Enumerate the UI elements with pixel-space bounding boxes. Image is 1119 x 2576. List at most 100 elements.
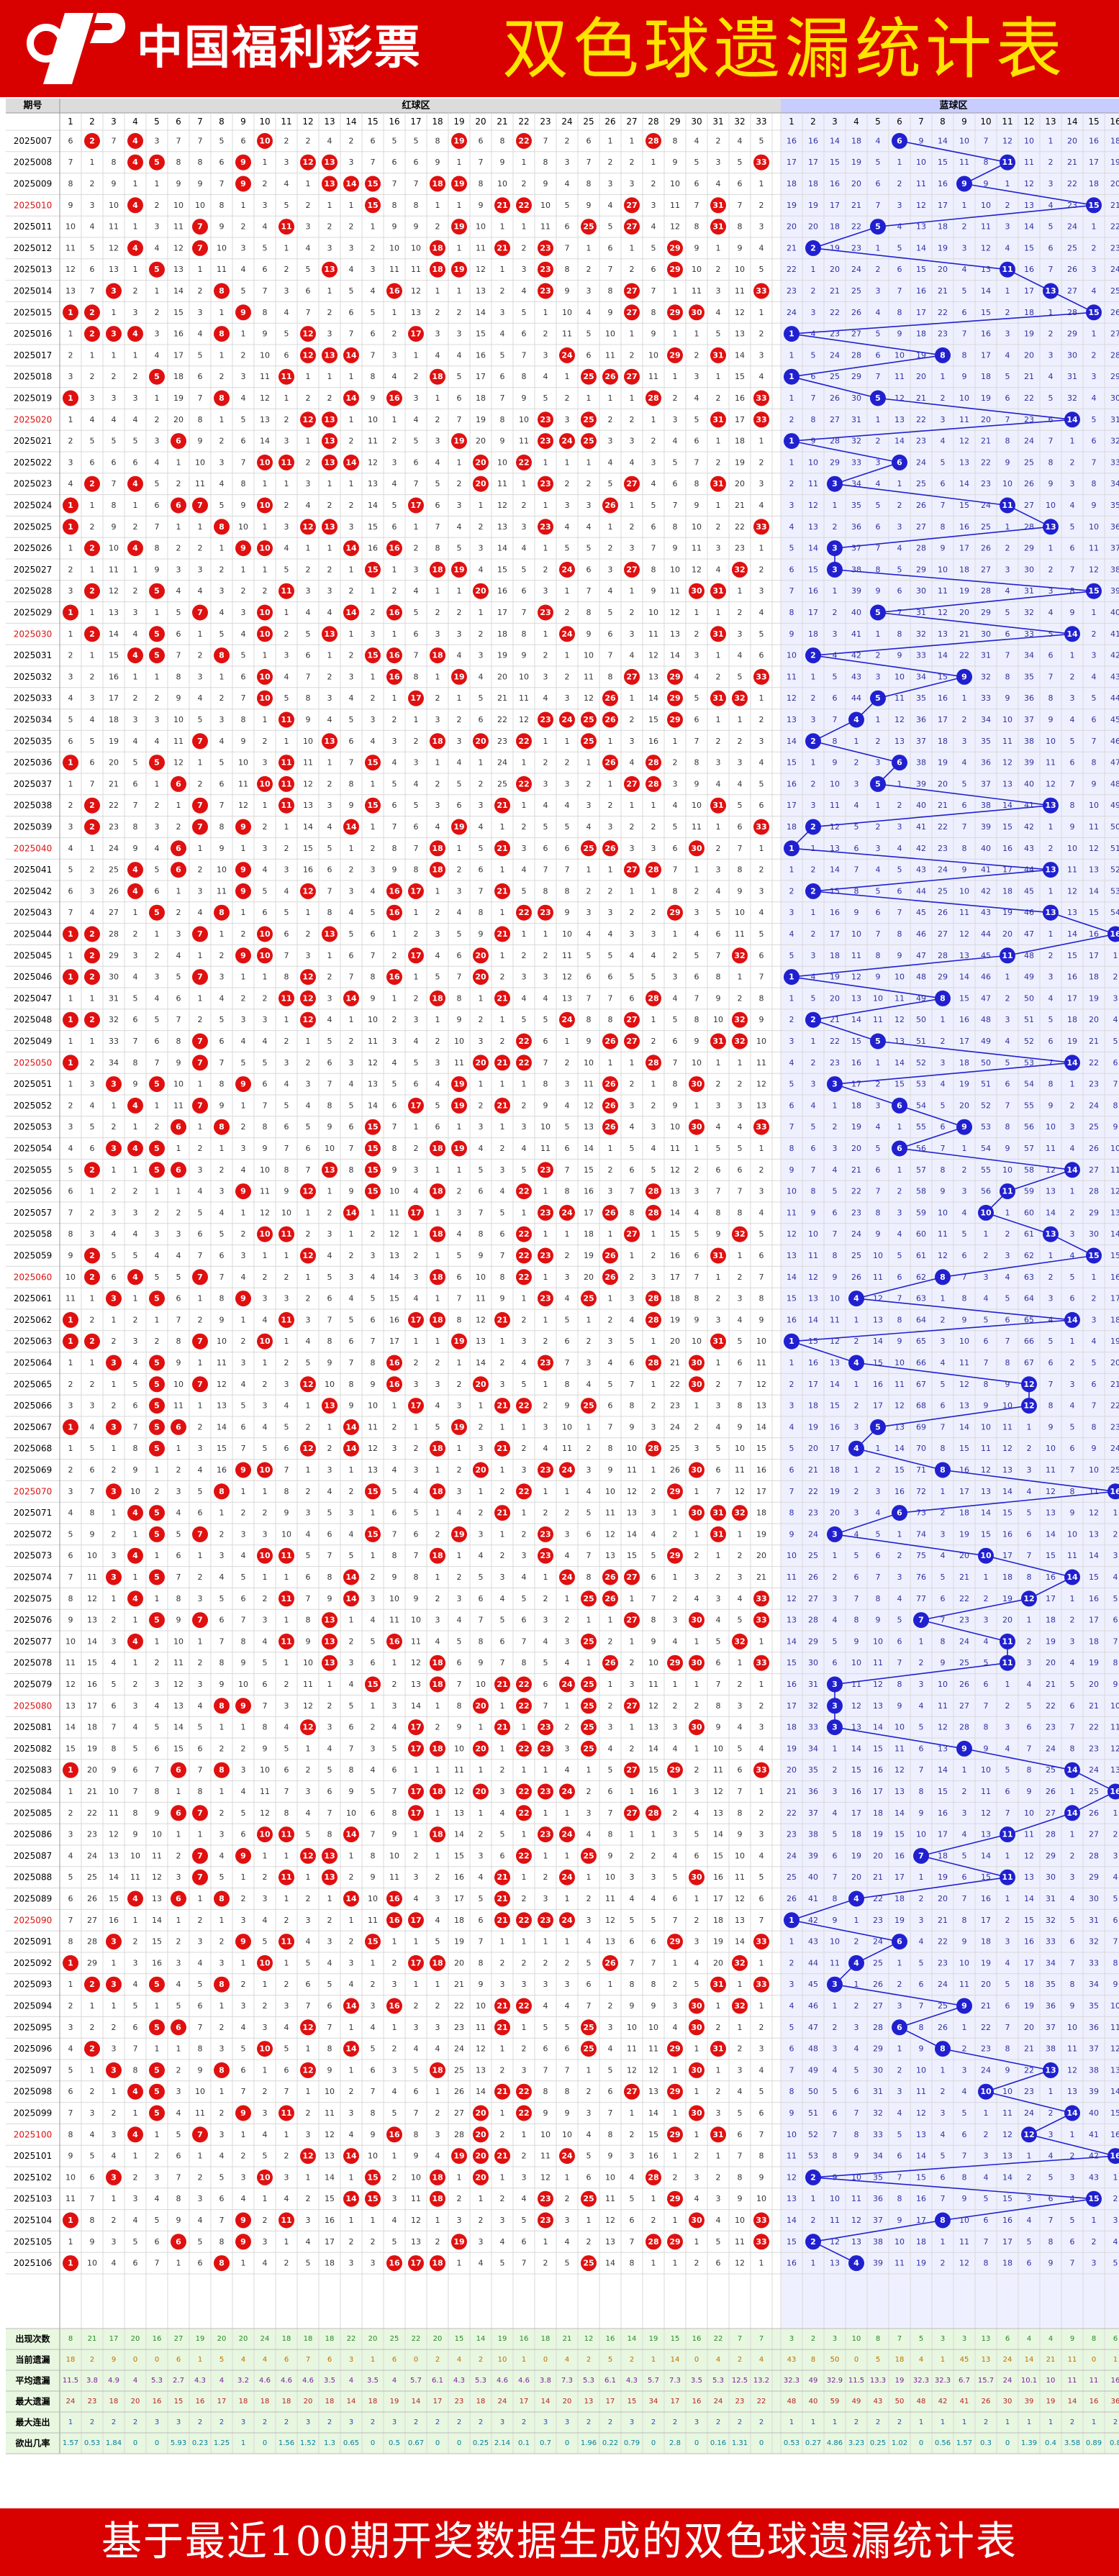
red-omission-value: 5: [306, 1122, 311, 1132]
blue-omission-value: 7: [876, 544, 881, 553]
blue-omission-value: 17: [1002, 1551, 1012, 1560]
red-omission-value: 2: [284, 1358, 289, 1367]
red-omission-value: 7: [327, 1808, 332, 1818]
blue-omission-value: 3: [789, 1037, 794, 1046]
red-ball-number: 17: [410, 1916, 421, 1925]
blue-omission-value: 7: [962, 822, 967, 832]
red-omission-value: 7: [630, 1958, 635, 1967]
red-ball: [84, 132, 100, 149]
blue-omission-value: 19: [1024, 329, 1034, 339]
blue-omission-value: 8: [962, 1294, 967, 1303]
red-omission-value: 2: [586, 1337, 592, 1346]
red-omission-value: 5: [694, 158, 699, 167]
red-ball-number: 2: [89, 929, 95, 939]
red-omission-value: 2: [198, 1916, 203, 1925]
red-ball: [171, 433, 186, 450]
red-omission-value: 8: [608, 672, 613, 681]
red-omission-value: 1: [414, 1422, 419, 1432]
blue-omission-value: 19: [787, 1744, 797, 1753]
red-omission-value: 1: [176, 1830, 181, 1839]
red-omission-value: 9: [241, 1658, 246, 1667]
blue-omission-value: 34: [1089, 1980, 1099, 1989]
red-omission-value: 1: [133, 350, 138, 360]
blue-omission-value: 8: [1070, 1980, 1075, 1989]
blue-omission-value: 29: [830, 458, 840, 467]
red-omission-value: 4: [565, 1101, 570, 1110]
blue-omission-value: 5: [1048, 393, 1054, 403]
red-omission-value: 7: [284, 1787, 289, 1796]
blue-omission-value: 4: [789, 1422, 794, 1432]
red-omission-value: 2: [176, 1851, 181, 1860]
red-omission-value: 2: [738, 1680, 743, 1689]
red-omission-value: 6: [694, 437, 699, 446]
red-omission-value: 2: [327, 393, 332, 403]
red-omission-value: 1: [500, 1937, 505, 1947]
red-ball-number: 22: [518, 1251, 529, 1260]
red-ball-number: 30: [691, 308, 702, 317]
blue-omission-value: 25: [1110, 1465, 1119, 1475]
red-omission-value: 5: [241, 1808, 246, 1818]
red-omission-value: 3: [522, 1551, 527, 1560]
blue-omission-value: 5: [984, 1315, 989, 1324]
blue-omission-value: 53: [1110, 886, 1119, 896]
red-omission-value: 7: [608, 651, 613, 660]
red-omission-value: 10: [368, 1401, 378, 1411]
red-omission-value: 3: [522, 1337, 527, 1346]
red-omission-value: 15: [173, 308, 184, 317]
blue-omission-value: 17: [894, 1872, 905, 1882]
red-omission-value: 12: [627, 1487, 637, 1496]
red-number-header: 30: [691, 117, 702, 127]
red-omission-value: 6: [630, 1165, 635, 1175]
red-omission-value: 1: [176, 1787, 181, 1796]
blue-omission-value: 3: [1005, 1723, 1010, 1732]
red-omission-value: 12: [368, 1444, 378, 1453]
blue-omission-value: 21: [1046, 1680, 1056, 1689]
blue-omission-value: 1: [1005, 179, 1010, 188]
red-ball: [753, 411, 769, 428]
red-omission-value: 4: [90, 908, 95, 917]
blue-omission-value: 18: [787, 822, 797, 832]
red-omission-value: 8: [241, 1637, 246, 1646]
red-ball: [473, 583, 489, 599]
blue-omission-value: 34: [1046, 1958, 1056, 1967]
red-omission-value: 1: [155, 672, 160, 681]
red-omission-value: 4: [630, 758, 635, 768]
blue-omission-value: 15: [1089, 1573, 1099, 1582]
blue-omission-value: 8: [897, 929, 902, 939]
red-omission-value: 4: [565, 522, 570, 532]
blue-omission-value: 13: [1024, 1872, 1034, 1882]
red-ball-number: 23: [540, 1744, 551, 1753]
red-omission-value: 1: [694, 1637, 699, 1646]
red-omission-value: 5: [435, 1422, 440, 1432]
red-omission-value: 3: [630, 544, 635, 553]
red-omission-value: 10: [281, 1208, 291, 1217]
red-omission-value: 5: [284, 565, 289, 574]
red-ball-number: 31: [712, 1251, 723, 1260]
red-omission-value: 4: [457, 522, 462, 532]
period-label: 2025050: [14, 1057, 52, 1068]
red-omission-value: 11: [627, 1465, 637, 1475]
blue-omission-value: 1: [833, 586, 838, 596]
red-omission-value: 5: [68, 865, 73, 875]
red-omission-value: 5: [90, 737, 95, 746]
red-omission-value: 6: [522, 586, 527, 596]
red-omission-value: 9: [371, 1380, 376, 1389]
red-ball-number: 9: [240, 1187, 246, 1196]
red-omission-value: 3: [176, 1229, 181, 1239]
red-omission-value: 7: [371, 1830, 376, 1839]
red-omission-value: 9: [176, 693, 181, 703]
red-ball-number: 19: [453, 822, 464, 832]
period-label: 2025074: [14, 1573, 52, 1583]
blue-omission-value: 15: [787, 758, 797, 768]
red-omission-value: 4: [414, 779, 419, 788]
red-ball: [322, 411, 337, 428]
red-ball-number: 7: [197, 1851, 203, 1860]
red-omission-value: 1: [457, 1444, 462, 1453]
red-omission-value: 6: [112, 1273, 117, 1282]
red-omission-value: 3: [651, 844, 656, 853]
blue-omission-value: 5: [1113, 1594, 1118, 1603]
red-omission-value: 8: [738, 1401, 743, 1411]
red-omission-value: 2: [112, 1529, 117, 1539]
blue-omission-value: 10: [808, 1229, 818, 1239]
blue-omission-value: 26: [787, 1894, 797, 1903]
